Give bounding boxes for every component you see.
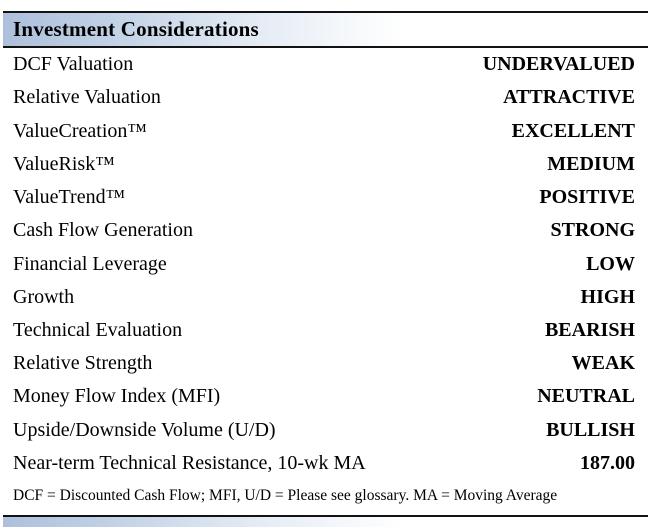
row-label: Relative Valuation (13, 86, 161, 109)
table-row: DCF Valuation UNDERVALUED (3, 48, 648, 81)
row-value: ATTRACTIVE (503, 86, 635, 109)
row-label: Cash Flow Generation (13, 219, 193, 242)
table-row: Cash Flow Generation STRONG (3, 214, 648, 247)
table-row: ValueTrend™ POSITIVE (3, 181, 648, 214)
row-label: Relative Strength (13, 352, 153, 375)
row-value: MEDIUM (547, 152, 635, 175)
row-value: LOW (586, 252, 635, 275)
row-label: ValueTrend™ (13, 186, 126, 209)
row-value: NEUTRAL (537, 385, 635, 408)
row-value: WEAK (571, 352, 635, 375)
row-label: Technical Evaluation (13, 318, 183, 341)
table-row: Technical Evaluation BEARISH (3, 314, 648, 347)
row-value: EXCELLENT (511, 119, 635, 142)
row-label: Growth (13, 285, 75, 308)
row-label: DCF Valuation (13, 53, 134, 76)
table-row: ValueRisk™ MEDIUM (3, 148, 648, 181)
table-row: Growth HIGH (3, 281, 648, 314)
table-row: ValueCreation™ EXCELLENT (3, 114, 648, 147)
row-value: 187.00 (580, 451, 635, 474)
row-label: ValueCreation™ (13, 119, 148, 142)
glossary-footnote: DCF = Discounted Cash Flow; MFI, U/D = P… (13, 487, 558, 504)
row-label: ValueRisk™ (13, 152, 115, 175)
header-bottom-rule (3, 46, 648, 48)
row-value: BEARISH (544, 318, 635, 341)
table-row: Relative Strength WEAK (3, 347, 648, 380)
row-label: Near-term Technical Resistance, 10-wk MA (13, 451, 366, 474)
row-label: Upside/Downside Volume (U/D) (13, 418, 276, 441)
next-section-band-partial (3, 517, 648, 527)
row-label: Money Flow Index (MFI) (13, 385, 221, 408)
row-value: HIGH (580, 285, 635, 308)
table-row: Relative Valuation ATTRACTIVE (3, 81, 648, 114)
row-value: BULLISH (546, 418, 635, 441)
section-header-band: Investment Considerations (3, 13, 648, 46)
considerations-table: DCF Valuation UNDERVALUED Relative Valua… (3, 48, 648, 480)
section-title: Investment Considerations (13, 17, 259, 41)
table-row: Financial Leverage LOW (3, 247, 648, 280)
bottom-rule (3, 515, 648, 517)
table-row: Near-term Technical Resistance, 10-wk MA… (3, 447, 648, 480)
row-value: STRONG (550, 219, 635, 242)
table-row: Upside/Downside Volume (U/D) BULLISH (3, 414, 648, 447)
row-label: Financial Leverage (13, 252, 167, 275)
top-rule (3, 11, 648, 13)
table-row: Money Flow Index (MFI) NEUTRAL (3, 380, 648, 413)
row-value: UNDERVALUED (482, 53, 635, 76)
row-value: POSITIVE (539, 186, 635, 209)
